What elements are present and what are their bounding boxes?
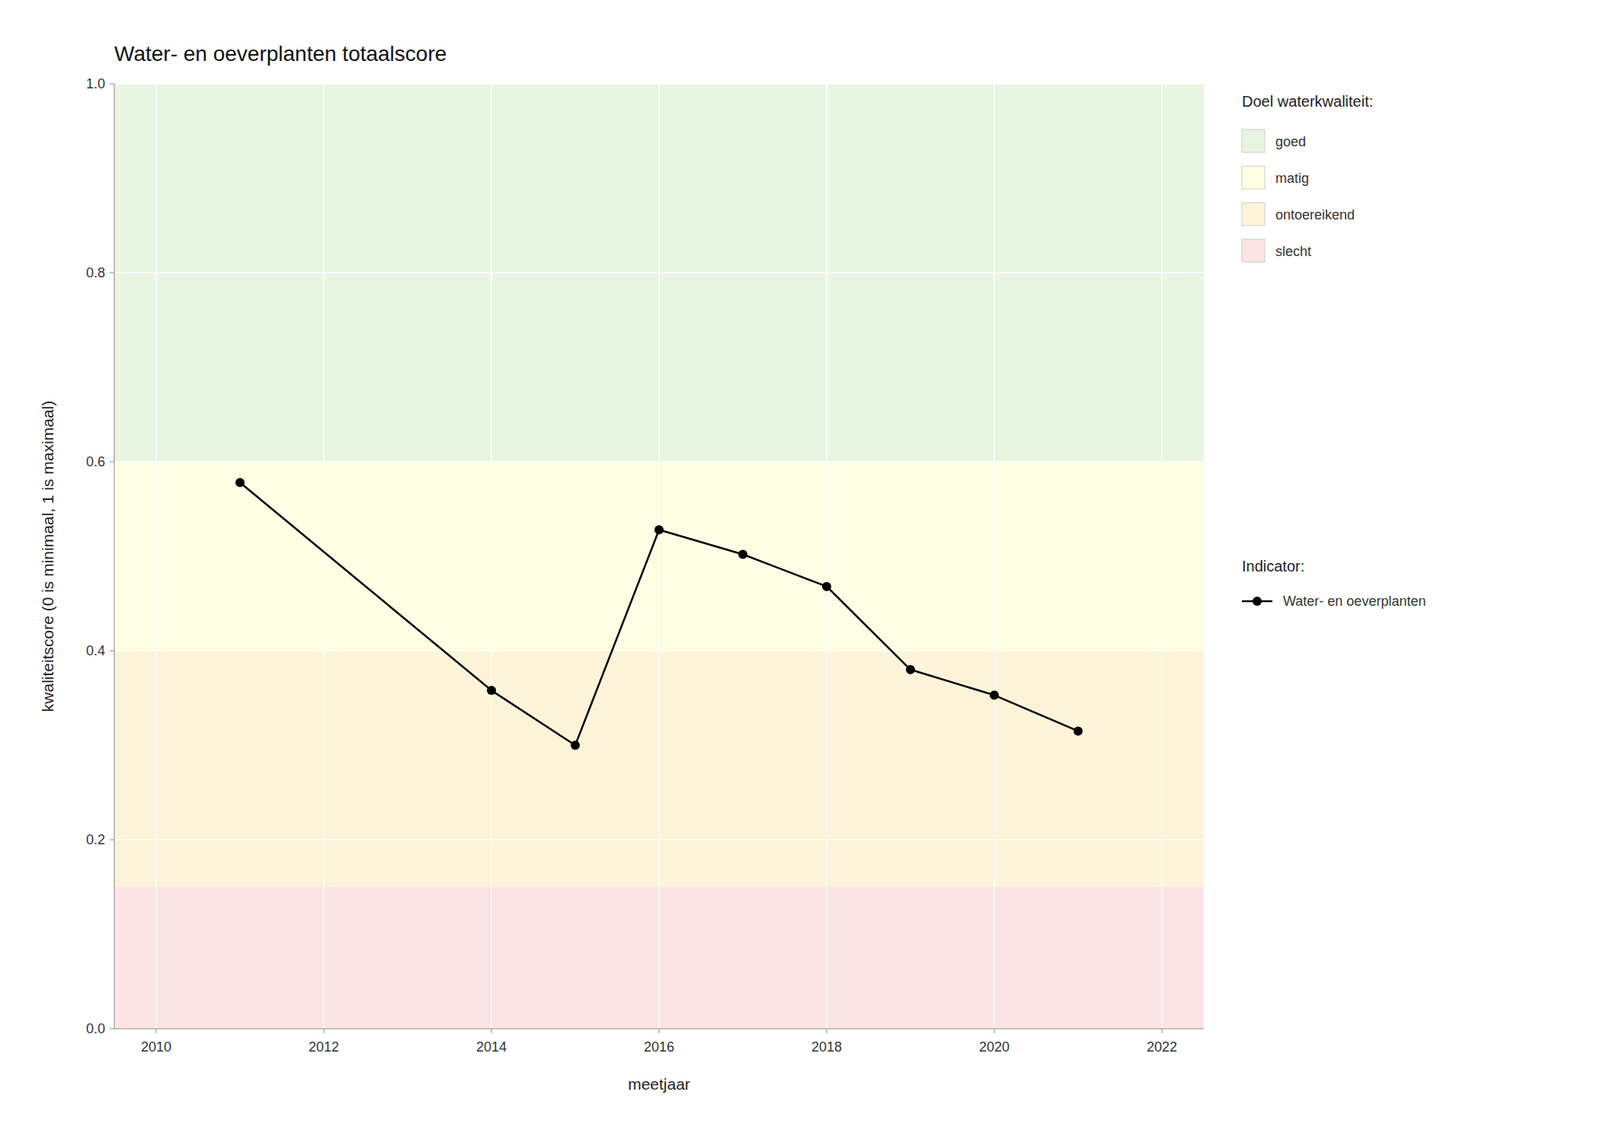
data-point [905,665,916,675]
legend-swatch [1241,239,1265,263]
data-point [235,477,245,487]
grid-line [323,83,325,1029]
x-tick [156,1028,157,1034]
x-tick [1161,1028,1163,1034]
grid-line [825,83,828,1029]
grid-line [658,83,660,1029]
x-tick-label: 2022 [1146,1039,1178,1055]
grid-line [993,83,996,1029]
y-tick [109,650,115,652]
x-tick [659,1028,660,1034]
data-point [989,690,999,700]
y-tick-label: 0.2 [86,832,106,848]
y-tick-label: 0.6 [86,454,106,470]
x-tick-label: 2016 [643,1039,675,1055]
chart: 2010 2012 2014 2016 2018 2020 2022 0.0 0.2 0.4 0.6… [0,0,1600,1143]
legend-swatch [1241,202,1265,226]
x-tick-label: 2010 [140,1039,172,1055]
legend-title: Doel waterkwaliteit: [1241,92,1373,110]
y-tick [109,272,115,274]
x-tick [994,1028,996,1034]
title: Water- en oeverplanten totaalscore [114,41,447,66]
legend-marker [1252,596,1262,606]
y-tick [109,83,115,85]
legend-entry: goed [1275,134,1306,150]
series [235,477,1083,750]
y-axis-line [114,83,116,1029]
grid-line [490,83,493,1029]
y-tick-label: 0.0 [86,1020,106,1037]
x-axis-label: meetjaar [627,1075,691,1093]
grid [114,83,1204,1029]
y-tick-label: 0.4 [86,643,106,659]
x-tick [826,1028,828,1034]
y-tick-label: 1.0 [86,76,106,92]
y-axis-label: kwaliteitscore (0 is minimaal, 1 is maxi… [38,400,57,712]
data-point [570,740,580,750]
legend-swatch [1241,166,1265,189]
x-tick-label: 2020 [979,1039,1010,1055]
axes: 2010 2012 2014 2016 2018 2020 2022 0.0 0.2 0.4 0.6… [86,76,1204,1055]
legend-entry: slecht [1275,243,1312,260]
data-point [654,524,664,535]
legend: Doel waterkwaliteit: goed matig ontoereiken… [1241,92,1426,609]
x-tick [491,1028,493,1034]
series-line [240,482,1079,746]
y-tick [109,839,115,841]
y-tick [109,1028,115,1030]
x-tick-label: 2014 [476,1039,507,1055]
y-tick [109,461,115,463]
data-point [738,550,748,560]
data-point [1073,726,1083,736]
legend-entry: Water- en oeverplanten [1283,593,1426,609]
legend-entry: matig [1275,170,1309,186]
zones [114,83,1204,1029]
grid-line [155,83,157,1029]
data-point [822,582,832,592]
legend-swatch [1241,129,1265,153]
grid-line [1161,83,1163,1029]
data-point [486,685,496,695]
legend-title: Indicator: [1241,557,1305,575]
x-tick-label: 2018 [811,1039,842,1055]
x-tick [323,1028,325,1034]
legend-entry: ontoereikend [1275,207,1355,223]
y-tick-label: 0.8 [86,265,106,281]
x-tick-label: 2012 [308,1039,340,1055]
